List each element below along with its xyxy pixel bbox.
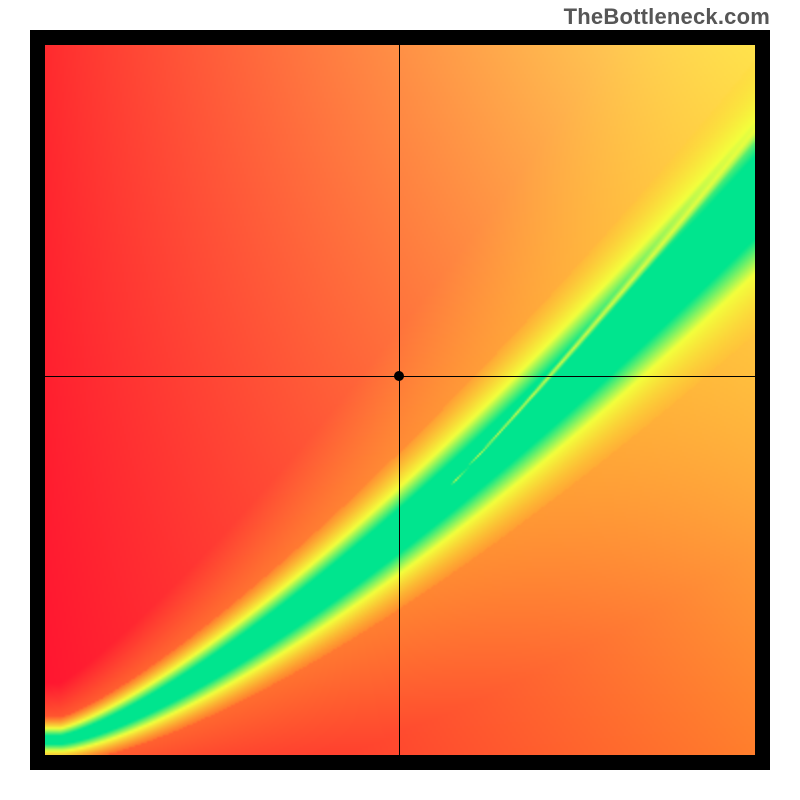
plot-inner <box>45 45 755 755</box>
crosshair-marker <box>394 371 404 381</box>
crosshair-vertical <box>399 45 400 755</box>
heatmap-canvas <box>45 45 755 755</box>
chart-container: TheBottleneck.com <box>0 0 800 800</box>
plot-frame <box>30 30 770 770</box>
source-watermark: TheBottleneck.com <box>564 4 770 30</box>
